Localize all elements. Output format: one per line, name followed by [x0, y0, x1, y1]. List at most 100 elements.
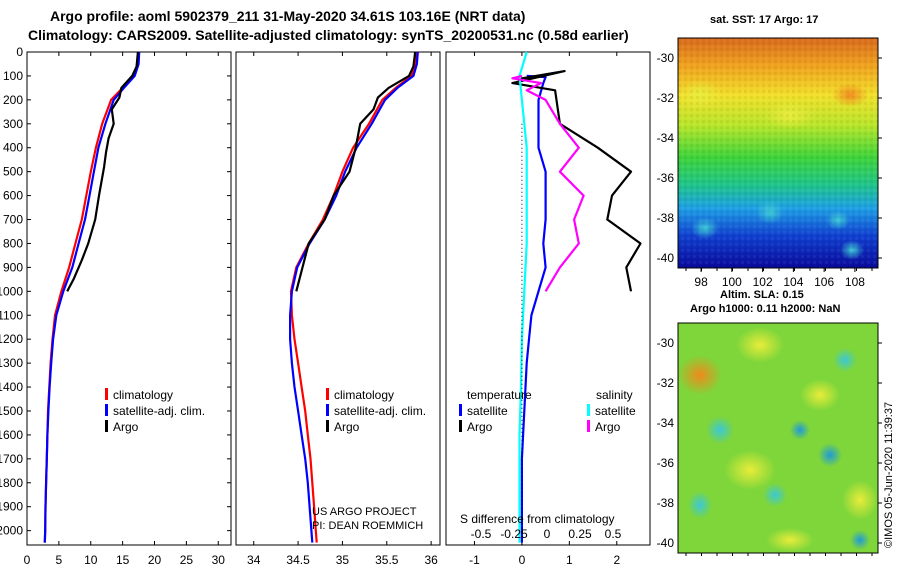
- depth-tick-label: 400: [3, 141, 23, 155]
- sla-eddies: [678, 327, 878, 552]
- legend-climatology: climatology: [113, 388, 173, 402]
- sla-map-title: Altim. SLA: 0.15: [720, 289, 804, 301]
- sla-eddy: [818, 443, 842, 467]
- x-tick-label: 25: [180, 553, 194, 567]
- secondary-tick-label: 0.25: [568, 527, 592, 541]
- depth-tick-label: 800: [3, 236, 23, 250]
- x-tick-label: 36: [424, 553, 438, 567]
- depth-tick-label: 1500: [0, 404, 23, 418]
- legend-header-salinity: salinity: [596, 388, 633, 402]
- depth-tick-label: 900: [3, 260, 23, 274]
- secondary-tick-label: 0.5: [605, 527, 622, 541]
- sla-map-subtitle: Argo h1000: 0.11 h2000: NaN: [690, 303, 840, 315]
- lon-tick-label: 98: [694, 275, 708, 289]
- series-line-temperature-argo: [511, 69, 642, 292]
- depth-tick-label: 100: [3, 69, 23, 83]
- series-line-satellite-adj-clim-: [43, 51, 141, 543]
- legend-swatch-climatology: [105, 388, 108, 400]
- lat-tick-label: -38: [657, 496, 675, 510]
- lon-tick-label: 102: [753, 275, 773, 289]
- sla-map: Altim. SLA: 0.15 Argo h1000: 0.11 h2000:…: [657, 289, 882, 556]
- difference-legend: temperature salinity satellite Argo sate…: [459, 388, 636, 434]
- sst-map-frame: [677, 37, 879, 269]
- legend-argo: Argo: [334, 420, 360, 434]
- difference-panel: -1 0 1 2 temperature salinity satellite Arg…: [445, 51, 651, 567]
- secondary-tick-label: -0.5: [471, 527, 492, 541]
- sla-eddy: [833, 348, 857, 372]
- depth-tick-label: 500: [3, 165, 23, 179]
- difference-xlabel: S difference from climatology: [460, 512, 615, 526]
- depth-tick-label: 1800: [0, 476, 23, 490]
- legend-swatch-satellite: [326, 404, 329, 416]
- legend-temp-argo: Argo: [467, 420, 493, 434]
- imos-watermark: ©IMOS 05-Jun-2020 11:39:37: [883, 402, 895, 548]
- x-tick-label: 5: [56, 553, 63, 567]
- x-tick-label: 35.5: [375, 553, 399, 567]
- legend-swatch-argo: [105, 420, 108, 432]
- lat-tick-label: -30: [657, 336, 675, 350]
- salinity-legend: climatology satellite-adj. clim. Argo: [326, 388, 426, 434]
- depth-tick-label: 1600: [0, 428, 23, 442]
- temperature-x-axis: 0 5 10 15 20 25 30: [24, 52, 225, 567]
- lat-tick-label: -32: [657, 376, 675, 390]
- legend-swatch-satellite: [105, 404, 108, 416]
- depth-tick-label: 2000: [0, 524, 23, 538]
- series-line-temperature-satellite: [520, 74, 547, 543]
- title-line-2: Climatology: CARS2009. Satellite-adjuste…: [28, 27, 629, 43]
- salinity-panel: 34 34.5 35 35.5 36 climatology satellite-adj…: [235, 51, 441, 567]
- lat-tick-label: -36: [657, 171, 675, 185]
- depth-tick-label: 1200: [0, 332, 23, 346]
- sla-eddy: [763, 483, 787, 507]
- salinity-x-axis: 34 34.5 35 35.5 36: [247, 52, 438, 567]
- x-tick-label: 0: [24, 553, 31, 567]
- legend-climatology: climatology: [334, 388, 394, 402]
- lon-tick-label: 100: [722, 275, 742, 289]
- x-tick-label: -1: [469, 553, 480, 567]
- depth-tick-label: 1900: [0, 500, 23, 514]
- legend-sal-argo: Argo: [595, 420, 621, 434]
- sla-map-axes: -30 -32 -34 -36 -38 -40: [657, 336, 882, 556]
- sst-map-axes: -30 -32 -34 -36 -38 -40 98 100 102 104 106 108: [657, 51, 882, 289]
- lat-tick-label: -34: [657, 131, 675, 145]
- salinity-plot-frame: [235, 51, 441, 546]
- lon-tick-label: 104: [783, 275, 803, 289]
- legend-argo: Argo: [113, 420, 139, 434]
- depth-tick-label: 0: [16, 45, 23, 59]
- x-tick-label: 35: [336, 553, 350, 567]
- temperature-plot-frame: [26, 51, 232, 546]
- depth-tick-label: 1300: [0, 356, 23, 370]
- sla-eddy: [850, 530, 870, 550]
- series-line-argo: [295, 51, 417, 292]
- legend-swatch-sal-satellite: [587, 404, 590, 416]
- x-tick-label: 34.5: [286, 553, 310, 567]
- legend-satellite: satellite-adj. clim.: [113, 404, 205, 418]
- legend-header-temperature: temperature: [467, 388, 532, 402]
- x-tick-label: 34: [247, 553, 261, 567]
- series-line-salinity-argo: [511, 74, 585, 292]
- sst-pixel-texture: [678, 38, 878, 268]
- secondary-tick-label: 0: [544, 527, 551, 541]
- legend-satellite: satellite-adj. clim.: [334, 404, 426, 418]
- legend-temp-satellite: satellite: [467, 404, 508, 418]
- temperature-panel: 0100200300400500600700800900100011001200…: [0, 45, 650, 567]
- depth-tick-label: 1700: [0, 452, 23, 466]
- temperature-legend: climatology satellite-adj. clim. Argo: [105, 388, 205, 434]
- depth-tick-label: 200: [3, 93, 23, 107]
- sst-map-title: sat. SST: 17 Argo: 17: [710, 14, 818, 26]
- x-tick-label: 15: [116, 553, 130, 567]
- difference-plot-frame: [445, 51, 651, 546]
- sla-eddy: [790, 420, 810, 440]
- x-tick-label: 2: [613, 553, 620, 567]
- sla-map-frame: [677, 322, 879, 554]
- sla-eddy: [800, 379, 840, 411]
- x-tick-label: 20: [148, 553, 162, 567]
- sla-eddy: [706, 416, 734, 444]
- lat-tick-label: -36: [657, 456, 675, 470]
- legend-swatch-sal-argo: [587, 420, 590, 432]
- legend-swatch-temp-satellite: [459, 404, 462, 416]
- secondary-tick-label: -0.25: [500, 527, 528, 541]
- x-tick-label: 10: [84, 553, 98, 567]
- salinity-difference-axis: -0.5 -0.25 0 0.25 0.5: [471, 527, 622, 541]
- series-line-satellite-adj-clim-: [289, 51, 419, 543]
